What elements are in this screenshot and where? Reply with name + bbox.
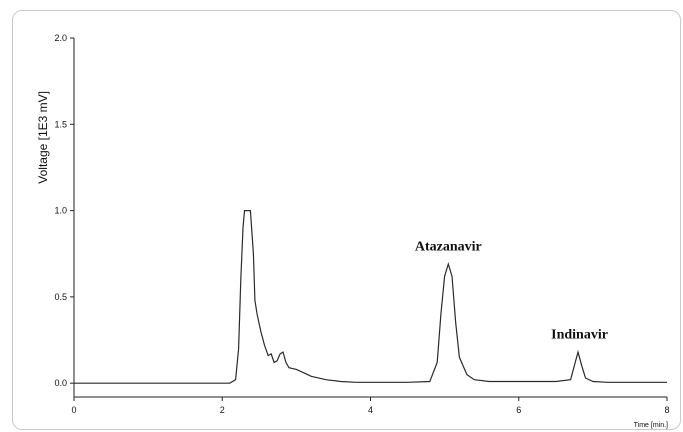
y-tick-label: 0.5 xyxy=(54,292,67,302)
y-tick-label: 2.0 xyxy=(54,33,67,43)
y-axis-label: Voltage [1E3 mV] xyxy=(36,91,50,184)
x-tick-label: 8 xyxy=(664,405,669,415)
y-tick-label: 1.0 xyxy=(54,206,67,216)
x-tick-label: 4 xyxy=(368,405,373,415)
axes xyxy=(74,38,667,397)
x-ticks: 0 2 4 6 8 xyxy=(71,397,669,415)
x-tick-label: 2 xyxy=(220,405,225,415)
peak-annotations: Atazanavir Indinavir xyxy=(415,239,608,342)
x-tick-label: 0 xyxy=(71,405,76,415)
peak-label: Atazanavir xyxy=(415,239,482,254)
y-tick-label: 1.5 xyxy=(54,119,67,129)
x-tick-label: 6 xyxy=(516,405,521,415)
x-axis-label: Time [min.] xyxy=(634,422,668,429)
voltage-trace xyxy=(74,211,667,384)
y-tick-label: 0.0 xyxy=(54,378,67,388)
y-ticks: 0.0 0.5 1.0 1.5 2.0 xyxy=(54,33,74,388)
peak-label: Indinavir xyxy=(551,327,608,342)
